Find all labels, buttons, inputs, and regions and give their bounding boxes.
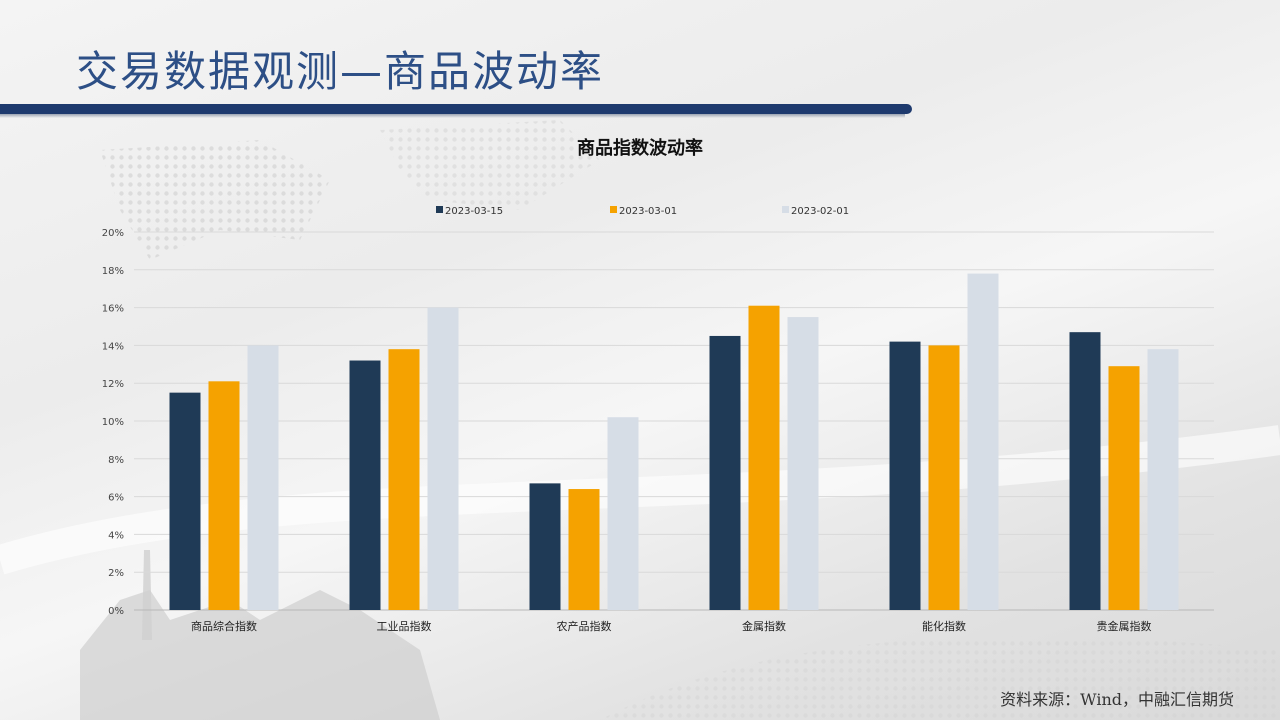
x-tick-label: 能化指数 bbox=[922, 619, 966, 633]
bar bbox=[388, 349, 420, 610]
legend-label: 2023-03-01 bbox=[619, 206, 677, 217]
bar bbox=[1147, 349, 1179, 610]
bar bbox=[208, 381, 240, 610]
y-tick-label: 10% bbox=[102, 417, 124, 428]
y-tick-label: 18% bbox=[102, 266, 124, 277]
x-tick-label: 农产品指数 bbox=[557, 619, 612, 633]
title-underline-shadow bbox=[0, 114, 905, 118]
bar bbox=[1108, 366, 1140, 610]
legend-swatch bbox=[610, 206, 617, 213]
x-tick-label: 贵金属指数 bbox=[1097, 619, 1152, 633]
bar bbox=[568, 489, 600, 610]
bar bbox=[607, 417, 639, 610]
bar bbox=[787, 317, 819, 610]
chart-title: 商品指数波动率 bbox=[577, 137, 703, 159]
y-tick-label: 0% bbox=[108, 606, 124, 617]
slide-title: 交易数据观测—商品波动率 bbox=[76, 47, 605, 96]
bar bbox=[709, 335, 741, 610]
y-tick-label: 14% bbox=[102, 341, 124, 352]
bar bbox=[967, 273, 999, 610]
legend-swatch bbox=[782, 206, 789, 213]
bar bbox=[1069, 332, 1101, 610]
bar bbox=[748, 305, 780, 610]
x-tick-label: 商品综合指数 bbox=[191, 619, 257, 633]
bar bbox=[349, 360, 381, 610]
bar bbox=[889, 341, 921, 610]
title-underline-bar bbox=[0, 104, 912, 114]
x-tick-label: 金属指数 bbox=[742, 619, 786, 633]
bar bbox=[169, 392, 201, 610]
y-tick-label: 16% bbox=[102, 304, 124, 315]
bar bbox=[928, 345, 960, 610]
bar bbox=[529, 483, 561, 610]
bar bbox=[427, 307, 459, 610]
y-tick-label: 8% bbox=[108, 455, 124, 466]
x-tick-label: 工业品指数 bbox=[377, 619, 432, 633]
y-tick-label: 20% bbox=[102, 228, 124, 239]
legend-swatch bbox=[436, 206, 443, 213]
y-tick-label: 2% bbox=[108, 568, 124, 579]
data-source-note: 资料来源：Wind，中融汇信期货 bbox=[1000, 690, 1234, 709]
y-tick-label: 6% bbox=[108, 493, 124, 504]
bar bbox=[247, 345, 279, 610]
y-tick-label: 4% bbox=[108, 530, 124, 541]
y-tick-label: 12% bbox=[102, 379, 124, 390]
legend-label: 2023-02-01 bbox=[791, 206, 849, 217]
legend-label: 2023-03-15 bbox=[445, 206, 503, 217]
